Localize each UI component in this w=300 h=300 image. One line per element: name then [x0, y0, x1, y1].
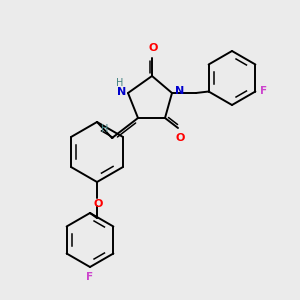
Text: H: H — [100, 124, 108, 134]
Text: N: N — [175, 86, 184, 96]
Text: O: O — [93, 199, 103, 209]
Text: F: F — [86, 272, 94, 282]
Text: O: O — [175, 133, 185, 143]
Text: N: N — [117, 87, 126, 97]
Text: F: F — [260, 86, 268, 97]
Text: H: H — [116, 78, 123, 88]
Text: O: O — [148, 43, 158, 53]
